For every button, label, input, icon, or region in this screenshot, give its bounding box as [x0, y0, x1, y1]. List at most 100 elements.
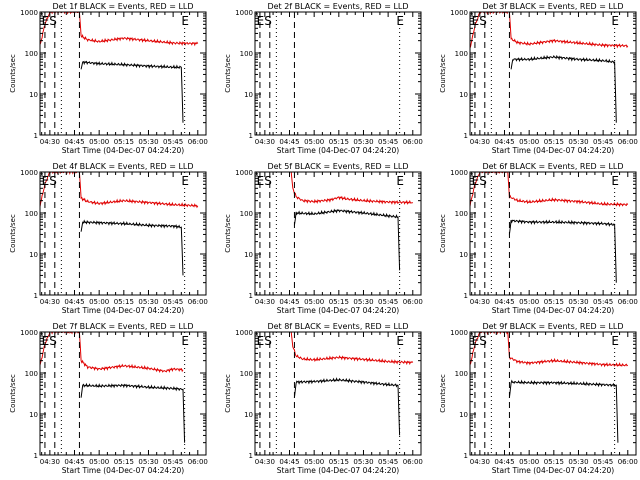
y-tick-label: 100: [455, 50, 468, 58]
series-line-lld: [470, 172, 629, 208]
y-tick-label: 10: [244, 91, 253, 99]
x-tick-label: 05:15: [114, 298, 134, 306]
plot-frame: [254, 331, 422, 456]
y-tick-label: 1000: [235, 9, 253, 17]
x-tick-label: 04:30: [255, 138, 275, 146]
marker-label-es: ES: [42, 174, 57, 188]
x-tick-label: 06:00: [188, 458, 208, 466]
y-tick-label: 10: [244, 411, 253, 419]
x-tick-label: 04:45: [494, 458, 514, 466]
y-tick-label: 100: [240, 370, 253, 378]
plot-frame: [469, 11, 637, 136]
marker-label-es: ES: [472, 334, 487, 348]
x-tick-label: 05:00: [304, 298, 324, 306]
x-tick-label: 04:30: [40, 458, 60, 466]
x-tick-label: 05:15: [329, 458, 349, 466]
marker-label-e: E: [611, 14, 619, 28]
detector-panel-7: Det 7f BLACK = Events, RED = LLD 1 10 100 10…: [9, 322, 208, 475]
y-tick-label: 1: [464, 292, 468, 300]
panel-title: Det 2f BLACK = Events, RED = LLD: [267, 2, 408, 11]
series-line-events: [80, 219, 184, 276]
y-axis-label: Counts/sec: [9, 214, 17, 253]
series-line-events: [80, 60, 184, 123]
y-tick-label: 10: [29, 91, 38, 99]
plot-frame: [39, 331, 207, 456]
y-tick-label: 1000: [20, 329, 38, 337]
x-tick-label: 06:00: [403, 298, 423, 306]
plot-frame: [39, 11, 207, 136]
y-tick-label: 100: [240, 50, 253, 58]
y-axis-label: Counts/sec: [224, 374, 232, 413]
x-tick-label: 06:00: [403, 138, 423, 146]
series-line-lld: [40, 172, 199, 209]
y-tick-label: 1: [464, 132, 468, 140]
x-tick-label: 06:00: [618, 458, 638, 466]
y-tick-label: 10: [244, 251, 253, 259]
x-tick-label: 05:30: [568, 138, 588, 146]
detector-panel-1: Det 1f BLACK = Events, RED = LLD 1 10 100 10…: [9, 2, 208, 155]
series-line-lld: [290, 172, 414, 206]
y-axis-label: Counts/sec: [224, 54, 232, 93]
x-tick-label: 05:15: [544, 298, 564, 306]
x-tick-label: 04:45: [279, 138, 299, 146]
x-tick-label: 05:30: [138, 458, 158, 466]
x-tick-label: 05:00: [519, 298, 539, 306]
y-axis-label: Counts/sec: [224, 214, 232, 253]
series-line-events: [510, 54, 617, 123]
x-tick-label: 05:45: [378, 458, 398, 466]
x-tick-label: 04:30: [40, 138, 60, 146]
x-axis-label: Start Time (04-Dec-07 04:24:20): [62, 466, 184, 475]
x-tick-label: 05:15: [114, 138, 134, 146]
detector-panel-5: Det 5f BLACK = Events, RED = LLD 1 10 100 10…: [224, 162, 423, 315]
y-tick-label: 10: [459, 91, 468, 99]
x-tick-label: 05:15: [329, 298, 349, 306]
x-tick-label: 06:00: [188, 138, 208, 146]
x-tick-label: 05:45: [593, 298, 613, 306]
x-tick-label: 05:45: [163, 458, 183, 466]
series-line-events: [293, 208, 401, 271]
x-tick-label: 04:45: [279, 298, 299, 306]
x-tick-label: 04:30: [470, 138, 490, 146]
x-tick-label: 04:30: [470, 458, 490, 466]
x-tick-label: 05:00: [519, 458, 539, 466]
x-tick-label: 06:00: [618, 298, 638, 306]
x-tick-label: 04:45: [64, 458, 84, 466]
detector-panel-6: Det 6f BLACK = Events, RED = LLD 1 10 100 10…: [439, 162, 638, 315]
x-tick-label: 05:00: [89, 138, 109, 146]
x-axis-label: Start Time (04-Dec-07 04:24:20): [277, 306, 399, 315]
x-axis-label: Start Time (04-Dec-07 04:24:20): [277, 466, 399, 475]
y-axis-label: Counts/sec: [9, 374, 17, 413]
x-axis-label: Start Time (04-Dec-07 04:24:20): [62, 146, 184, 155]
x-tick-label: 05:30: [138, 138, 158, 146]
marker-label-e: E: [396, 14, 404, 28]
marker-label-es: ES: [472, 174, 487, 188]
x-axis-label: Start Time (04-Dec-07 04:24:20): [277, 146, 399, 155]
x-tick-label: 05:45: [378, 298, 398, 306]
y-tick-label: 100: [455, 210, 468, 218]
x-axis-label: Start Time (04-Dec-07 04:24:20): [62, 306, 184, 315]
y-axis-label: Counts/sec: [439, 54, 447, 93]
x-tick-label: 05:15: [329, 138, 349, 146]
x-tick-label: 05:00: [519, 138, 539, 146]
plot-frame: [254, 11, 422, 136]
series-line-lld: [470, 332, 629, 368]
panel-title: Det 5f BLACK = Events, RED = LLD: [267, 162, 408, 171]
x-tick-label: 04:30: [255, 298, 275, 306]
y-tick-label: 10: [459, 251, 468, 259]
marker-label-e: E: [396, 334, 404, 348]
x-tick-label: 04:45: [64, 138, 84, 146]
x-tick-label: 04:30: [255, 458, 275, 466]
x-tick-label: 05:00: [304, 138, 324, 146]
x-tick-label: 05:15: [114, 458, 134, 466]
y-tick-label: 1000: [450, 169, 468, 177]
marker-label-e: E: [611, 174, 619, 188]
x-tick-label: 05:15: [544, 458, 564, 466]
x-axis-label: Start Time (04-Dec-07 04:24:20): [492, 146, 614, 155]
x-tick-label: 05:45: [593, 458, 613, 466]
plot-frame: [469, 171, 637, 296]
marker-label-e: E: [611, 334, 619, 348]
x-axis-label: Start Time (04-Dec-07 04:24:20): [492, 466, 614, 475]
y-axis-label: Counts/sec: [439, 374, 447, 413]
x-tick-label: 06:00: [403, 458, 423, 466]
